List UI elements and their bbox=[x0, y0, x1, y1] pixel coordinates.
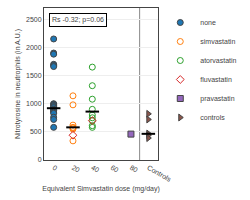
svg-text:atorvastatin: atorvastatin bbox=[200, 57, 236, 64]
svg-text:0: 0 bbox=[38, 156, 42, 163]
svg-text:Nitrotyrosine in neutrophils (: Nitrotyrosine in neutrophils (in A.U.) bbox=[14, 29, 22, 139]
svg-text:Controls: Controls bbox=[146, 164, 173, 183]
svg-text:pravastatin: pravastatin bbox=[200, 95, 234, 103]
svg-text:Equivalent Simvastatin dose (m: Equivalent Simvastatin dose (mg/day) bbox=[42, 185, 160, 193]
svg-text:1500: 1500 bbox=[26, 72, 42, 79]
svg-text:60: 60 bbox=[109, 164, 119, 174]
svg-text:2000: 2000 bbox=[26, 44, 42, 51]
svg-text:2500: 2500 bbox=[26, 16, 42, 23]
svg-text:40: 40 bbox=[90, 164, 100, 174]
svg-text:controls: controls bbox=[200, 114, 225, 121]
svg-text:fluvastatin: fluvastatin bbox=[200, 76, 232, 83]
svg-text:80: 80 bbox=[129, 164, 139, 174]
svg-text:1000: 1000 bbox=[26, 100, 42, 107]
svg-text:500: 500 bbox=[30, 128, 42, 135]
svg-text:Rs -0.32; p=0.06: Rs -0.32; p=0.06 bbox=[52, 16, 104, 24]
svg-text:0: 0 bbox=[51, 164, 58, 172]
svg-text:20: 20 bbox=[71, 164, 81, 174]
svg-text:simvastatin: simvastatin bbox=[200, 38, 235, 45]
svg-text:none: none bbox=[200, 19, 216, 26]
